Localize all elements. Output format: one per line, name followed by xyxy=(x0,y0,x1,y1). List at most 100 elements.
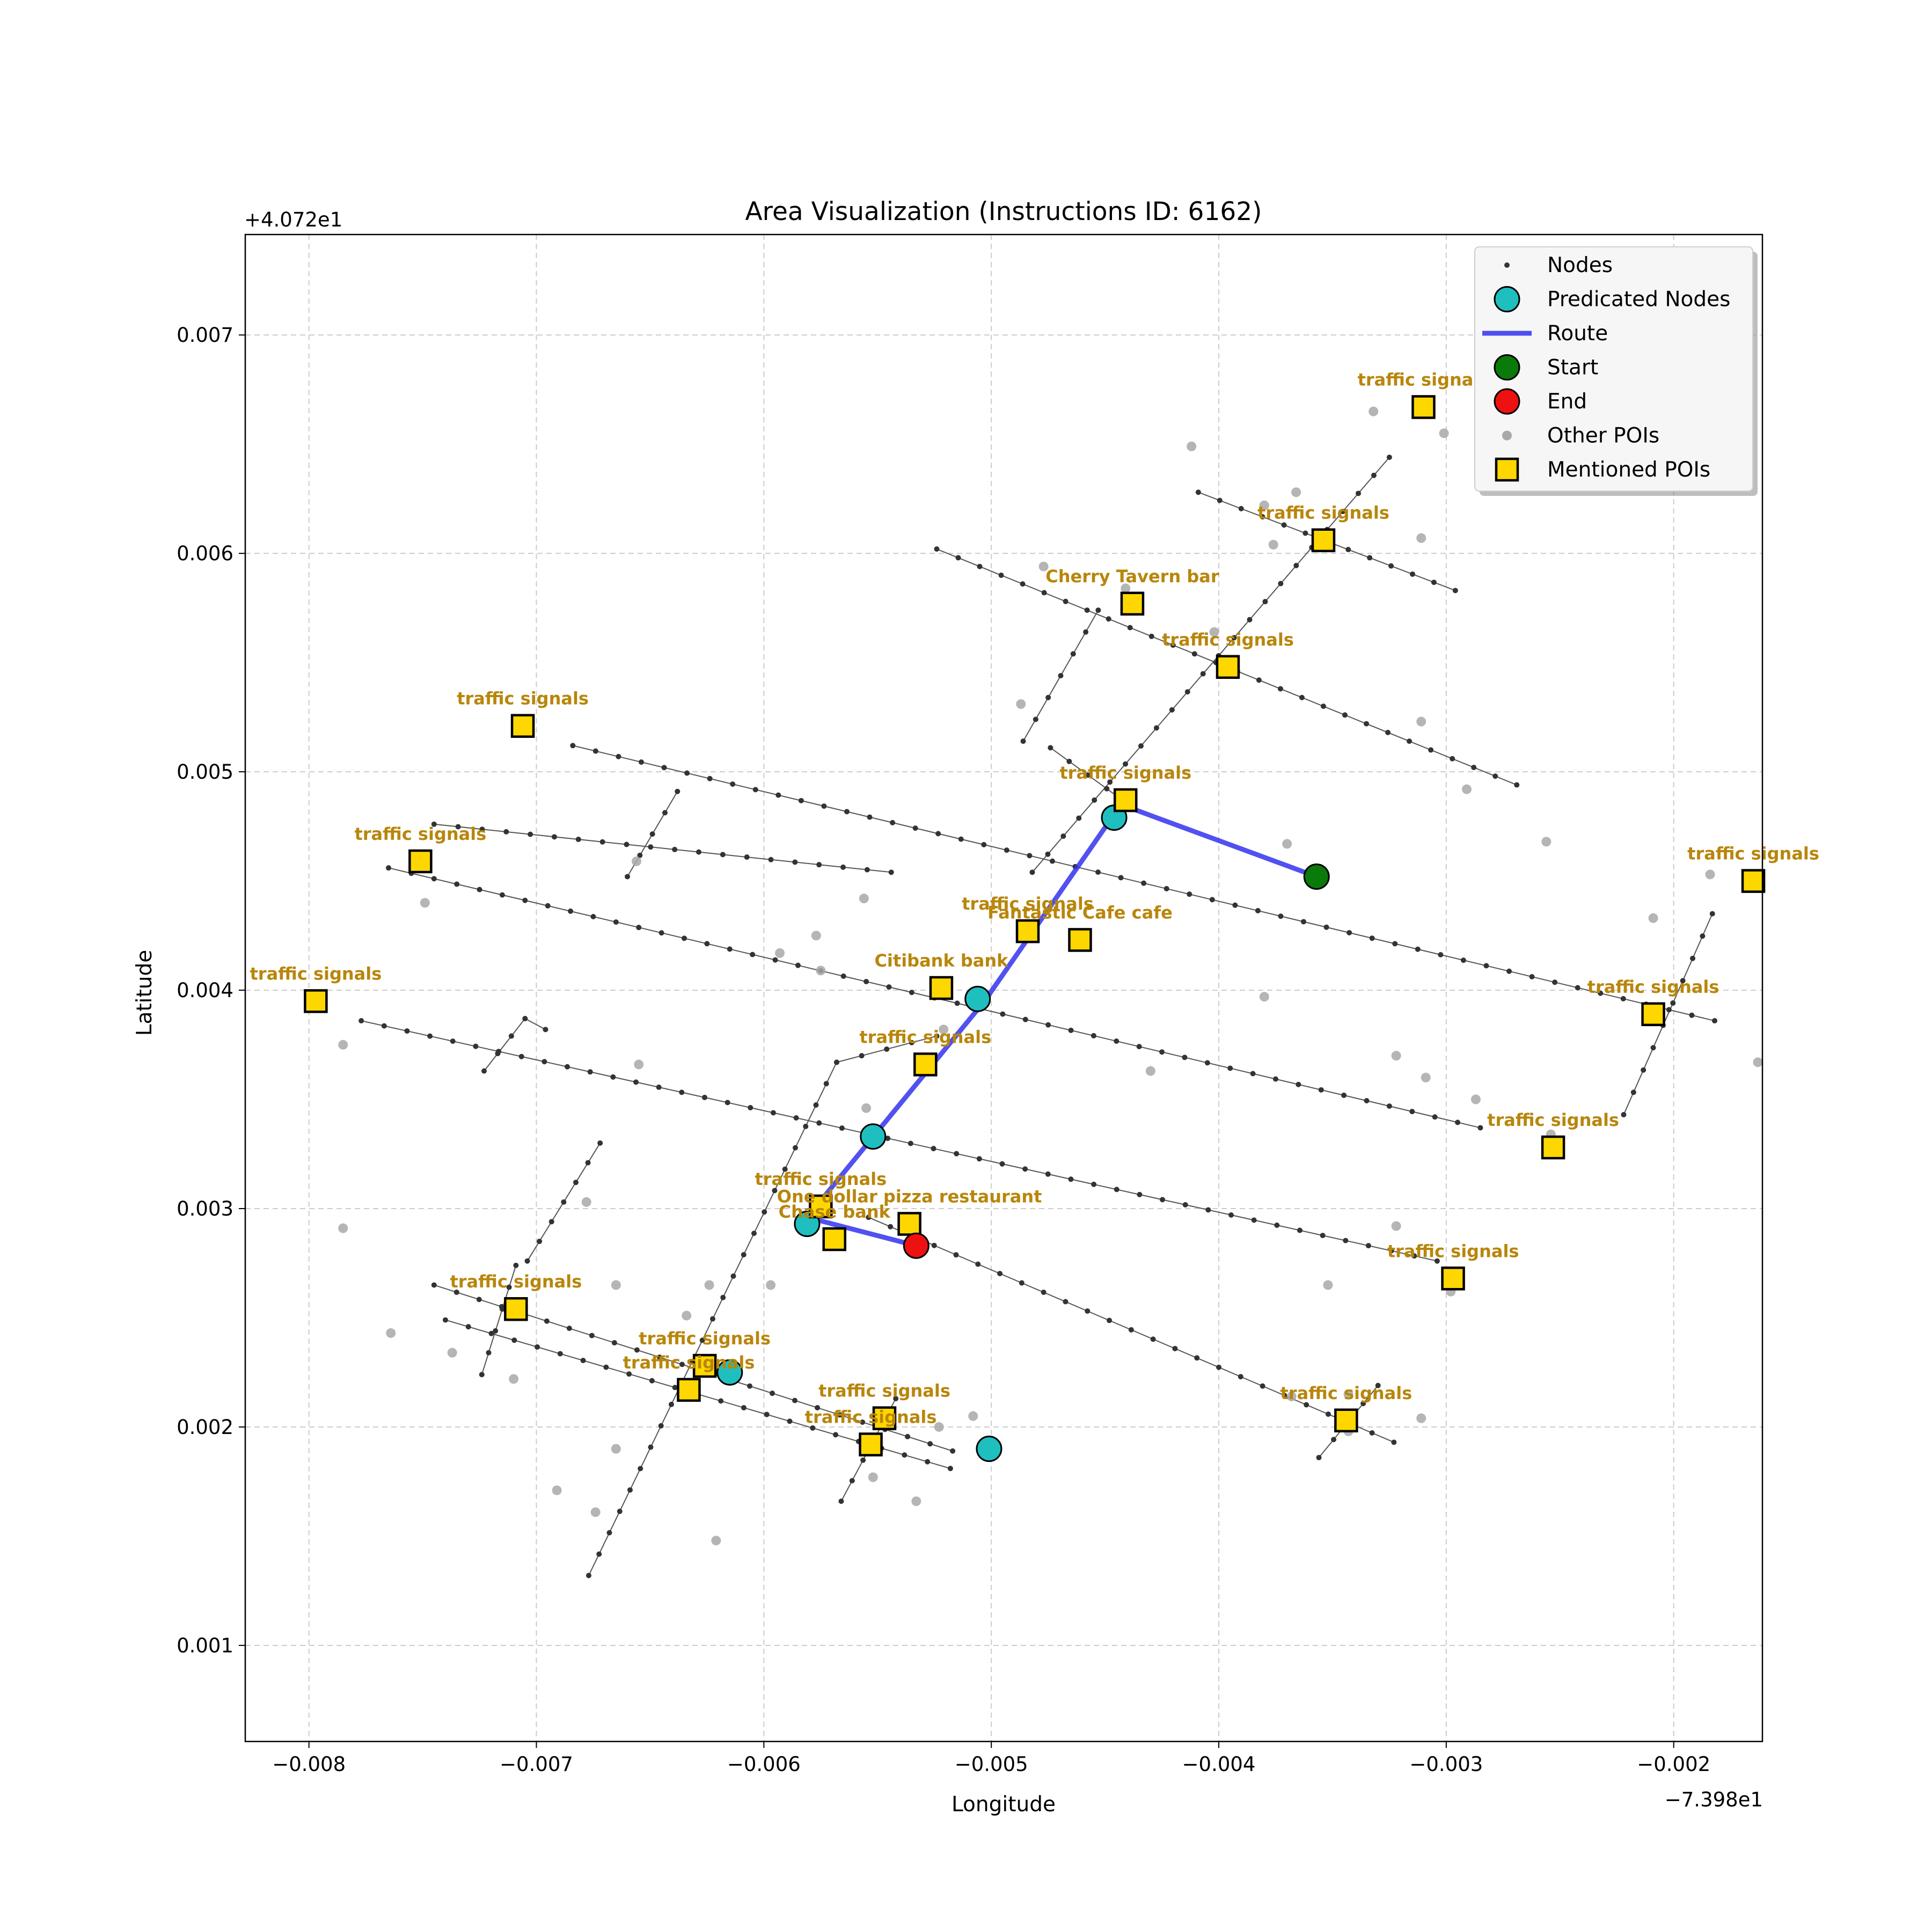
street-node xyxy=(679,1362,685,1367)
street-node xyxy=(586,1572,591,1578)
street-node xyxy=(1711,1018,1717,1024)
street-node xyxy=(1085,772,1091,778)
street-node xyxy=(1325,1411,1331,1417)
street-node xyxy=(358,1018,364,1024)
street-node xyxy=(859,1053,865,1059)
legend-label: Start xyxy=(1547,356,1598,380)
street-node xyxy=(1316,1454,1322,1460)
street-node xyxy=(1250,1071,1256,1077)
street-node xyxy=(1107,779,1113,785)
street-node xyxy=(770,1391,775,1396)
other-poi xyxy=(1121,583,1131,594)
street-node xyxy=(1066,758,1072,764)
street-node xyxy=(1238,1374,1243,1380)
legend-label: Route xyxy=(1547,321,1608,346)
street-node xyxy=(1138,743,1144,749)
street-node xyxy=(1114,1187,1119,1192)
street-node xyxy=(1296,1081,1301,1087)
other-poi xyxy=(775,948,785,958)
street-node xyxy=(511,1337,517,1343)
street-node xyxy=(954,1151,960,1157)
other-poi xyxy=(634,1059,644,1070)
street-node xyxy=(720,852,726,858)
street-node xyxy=(381,1023,387,1029)
poi-label: traffic signals xyxy=(1487,1110,1619,1130)
street-node xyxy=(1431,580,1437,586)
other-poi xyxy=(682,1311,692,1321)
street-node xyxy=(545,903,551,909)
street-node xyxy=(1045,851,1051,857)
mentioned-poi xyxy=(1216,655,1240,679)
legend-label: Mentioned POIs xyxy=(1547,458,1710,482)
street-node xyxy=(1045,1022,1051,1028)
street-node xyxy=(648,1444,654,1450)
other-poi xyxy=(1209,627,1219,637)
street-node xyxy=(795,962,801,968)
street-node xyxy=(1318,1087,1324,1093)
street-node xyxy=(866,1214,872,1220)
street-node xyxy=(1369,935,1375,941)
other-poi xyxy=(1391,1221,1401,1231)
x-tick-label: −0.007 xyxy=(500,1753,573,1776)
mentioned-poi xyxy=(1068,928,1092,952)
street-node xyxy=(1020,581,1026,587)
street-node xyxy=(1302,530,1308,536)
other-poi xyxy=(1648,913,1658,923)
street-node xyxy=(1104,786,1110,792)
street-node xyxy=(724,1100,730,1106)
street-node xyxy=(833,1059,839,1065)
street-node xyxy=(772,957,778,963)
street-node xyxy=(1409,1109,1415,1115)
y-tick-label: 0.006 xyxy=(177,542,233,565)
street-node xyxy=(684,770,690,776)
street-node xyxy=(679,1089,685,1095)
street-node xyxy=(508,1033,514,1039)
mentioned-poi xyxy=(913,1052,938,1077)
street-node xyxy=(661,765,667,771)
street-segment xyxy=(524,1018,546,1030)
street-node xyxy=(499,892,505,898)
street-node xyxy=(999,1161,1005,1167)
street-node xyxy=(1598,990,1604,996)
street-node xyxy=(656,1084,662,1090)
street-node xyxy=(672,846,678,852)
street-node xyxy=(1356,491,1362,496)
other-poi xyxy=(1016,699,1026,709)
street-node xyxy=(1041,1290,1046,1296)
street-node xyxy=(1411,1253,1417,1259)
street-node xyxy=(893,1396,899,1402)
street-node xyxy=(1251,1217,1257,1223)
other-poi xyxy=(1286,1392,1297,1402)
street-node xyxy=(1169,707,1175,713)
street-node xyxy=(1148,633,1154,639)
street-node xyxy=(450,1038,456,1044)
street-node xyxy=(1172,1345,1178,1351)
street-node xyxy=(1217,497,1223,503)
street-node xyxy=(1095,607,1101,613)
legend: Nodes Predicated Nodes Route Start End Other … xyxy=(1474,246,1758,496)
poi-label: Citibank bank xyxy=(874,950,1008,971)
street-node xyxy=(1231,635,1237,641)
street-node xyxy=(551,834,557,840)
street-node xyxy=(453,1289,459,1295)
street-node xyxy=(590,913,596,919)
poi-label: traffic signals xyxy=(818,1381,950,1401)
poi-label: traffic signals xyxy=(1162,630,1294,650)
other-poi xyxy=(911,1496,921,1506)
street-node xyxy=(1000,1011,1006,1017)
street-node xyxy=(699,1337,705,1343)
street-node xyxy=(886,984,892,990)
street-node xyxy=(860,1457,866,1463)
legend-swatch-predicated xyxy=(1494,286,1520,312)
street-node xyxy=(1084,607,1090,613)
street-node xyxy=(730,781,736,787)
street-node xyxy=(798,797,804,803)
street-node xyxy=(844,809,850,815)
other-pois xyxy=(338,406,1763,1546)
street-node xyxy=(787,1418,793,1424)
other-poi xyxy=(1416,533,1426,543)
street-node xyxy=(888,1224,894,1230)
street-node xyxy=(1216,1364,1222,1370)
y-tick-label: 0.007 xyxy=(177,324,233,347)
poi-label: traffic signals xyxy=(755,1169,887,1189)
